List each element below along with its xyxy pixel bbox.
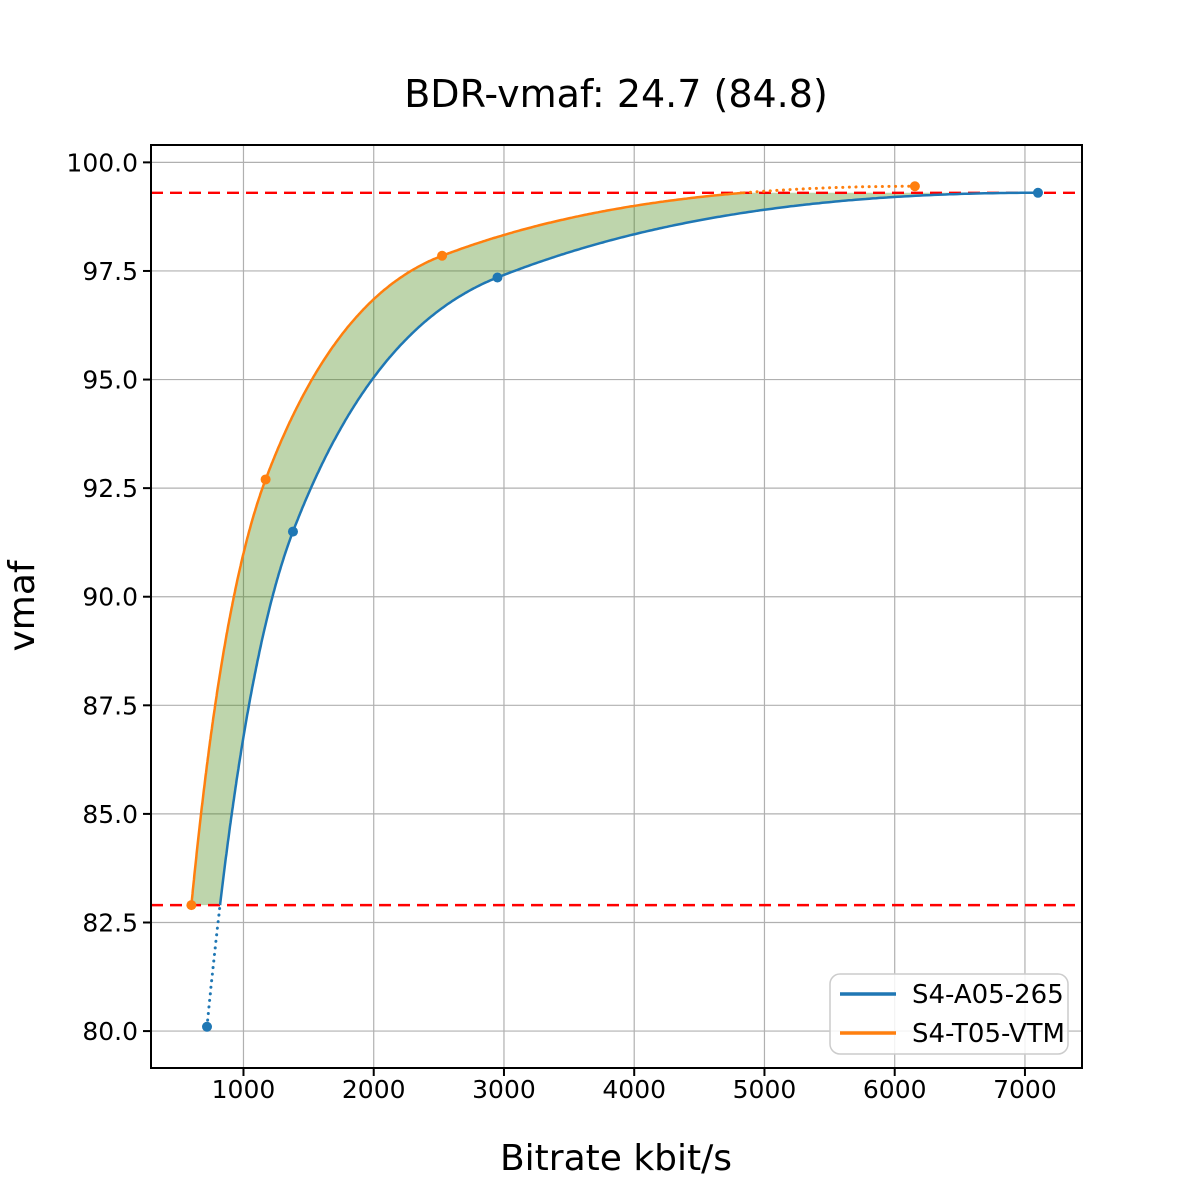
curve-extrapolation-s4-a05-265 (205, 903, 222, 1029)
x-tick-label: 4000 (602, 1075, 666, 1104)
curve-s4-t05-vtm (190, 191, 744, 906)
data-point-s4-a05-265 (287, 526, 298, 537)
x-tick-label: 7000 (993, 1075, 1057, 1104)
data-point-s4-t05-vtm (437, 250, 448, 261)
curve-s4-a05-265 (218, 191, 1038, 906)
gridlines (151, 145, 1082, 1068)
legend: S4-A05-265 S4-T05-VTM (829, 973, 1069, 1055)
axes (143, 144, 1083, 1076)
legend-label-s4-t05-vtm: S4-T05-VTM (912, 1019, 1065, 1049)
y-tick-label: 97.5 (82, 257, 138, 286)
y-axis-label: vmaf (2, 559, 43, 651)
y-tick-label: 80.0 (82, 1017, 138, 1046)
y-tick-label: 87.5 (82, 691, 138, 720)
y-tick-label: 82.5 (82, 908, 138, 937)
y-tick-label: 90.0 (82, 583, 138, 612)
series-curves (190, 184, 1038, 1029)
y-tick-label: 85.0 (82, 800, 138, 829)
x-axis-label: Bitrate kbit/s (500, 1138, 732, 1179)
legend-label-s4-a05-265: S4-A05-265 (912, 980, 1064, 1010)
x-tick-label: 6000 (863, 1075, 927, 1104)
data-point-s4-a05-265 (202, 1021, 213, 1032)
data-point-s4-t05-vtm (260, 474, 271, 485)
data-point-s4-a05-265 (492, 272, 503, 283)
plot-border (150, 144, 1083, 1069)
data-point-s4-t05-vtm (186, 900, 197, 911)
y-tick-label: 100.0 (66, 148, 138, 177)
x-tick-label: 1000 (212, 1075, 276, 1104)
chart-title: BDR-vmaf: 24.7 (84.8) (404, 72, 828, 116)
fill-region (191, 192, 1038, 906)
interval-lines (151, 191, 1082, 907)
markers (186, 181, 1043, 1032)
bd-overlap-fill (191, 192, 1038, 906)
y-tick-label: 95.0 (82, 366, 138, 395)
data-point-s4-t05-vtm (909, 181, 920, 192)
x-tick-label: 5000 (733, 1075, 797, 1104)
x-tick-label: 2000 (342, 1075, 406, 1104)
curve-extrapolation-s4-t05-vtm (742, 184, 917, 195)
x-tick-label: 3000 (472, 1075, 536, 1104)
tick-labels: 1000 2000 3000 4000 5000 6000 7000 80.0 82.5 85.0… (66, 148, 1056, 1104)
y-tick-label: 92.5 (82, 474, 138, 503)
data-point-s4-a05-265 (1032, 187, 1043, 198)
